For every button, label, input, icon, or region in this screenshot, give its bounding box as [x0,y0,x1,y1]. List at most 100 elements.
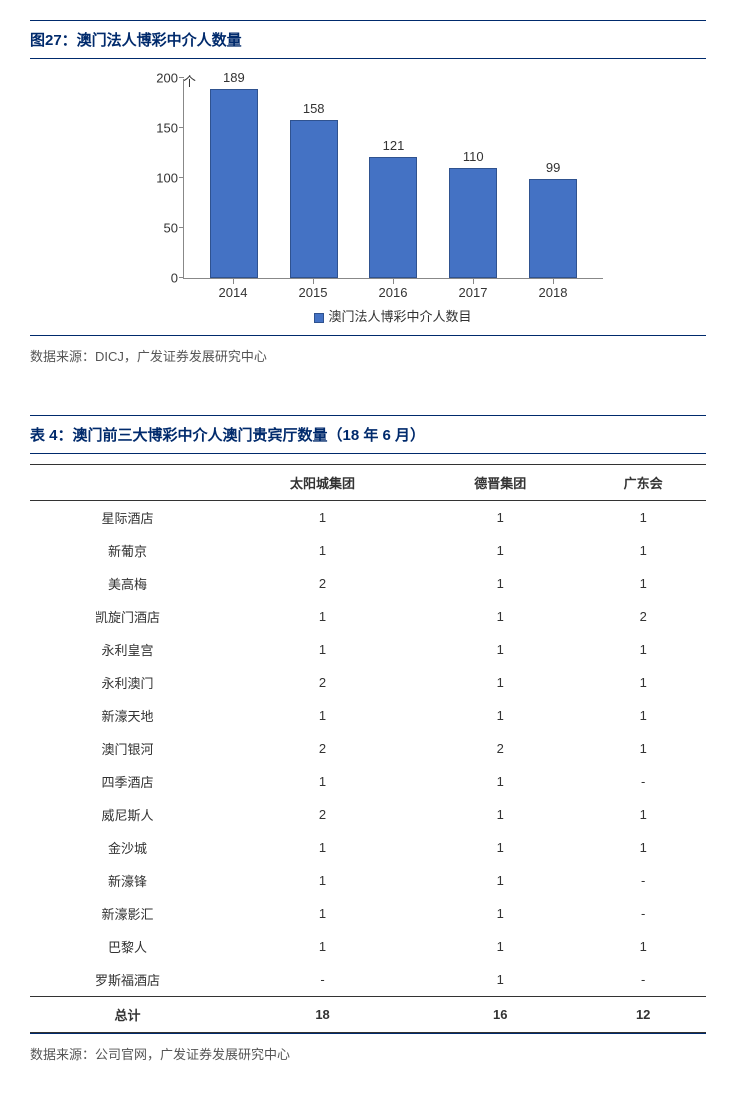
table-cell: 1 [580,930,706,963]
table-row: 新濠锋11- [30,864,706,897]
x-tick-mark [553,279,554,284]
table-cell: 永利澳门 [30,666,225,699]
table-cell: 巴黎人 [30,930,225,963]
table-cell: 1 [580,666,706,699]
table-cell: 1 [225,897,420,930]
y-tick-label: 150 [144,121,178,136]
table-cell: 金沙城 [30,831,225,864]
table-cell: - [225,963,420,997]
table-row: 凯旋门酒店112 [30,600,706,633]
figure-source: 数据来源：DICJ，广发证券发展研究中心 [30,335,706,365]
vip-room-table: 太阳城集团德晋集团广东会 星际酒店111新葡京111美高梅211凯旋门酒店112… [30,464,706,1033]
chart-legend: 澳门法人博彩中介人数目 [183,300,603,325]
table-cell: 1 [225,831,420,864]
bar-slot: 189 [194,89,274,278]
table-cell: 1 [420,897,580,930]
bar: 158 [290,120,338,278]
x-tick-label: 2015 [273,285,353,300]
bar: 110 [449,168,497,278]
bar-slot: 110 [433,168,513,278]
table-row: 新濠影汇11- [30,897,706,930]
y-tick-mark [179,77,184,78]
table-row: 永利皇宫111 [30,633,706,666]
table-header-cell: 太阳城集团 [225,465,420,501]
table-cell: 1 [225,699,420,732]
table-cell: 1 [420,765,580,798]
table-header-cell: 广东会 [580,465,706,501]
y-tick-mark [179,227,184,228]
table-footer-cell: 12 [580,997,706,1033]
table-row: 澳门银河221 [30,732,706,765]
y-tick-label: 200 [144,71,178,86]
x-tick-label: 2018 [513,285,593,300]
bar-slot: 158 [274,120,354,278]
table-cell: 1 [580,633,706,666]
table-cell: 美高梅 [30,567,225,600]
table-cell: 1 [580,831,706,864]
table-cell: 1 [420,600,580,633]
table-cell: 1 [420,567,580,600]
table-cell: 1 [420,864,580,897]
x-tick-label: 2016 [353,285,433,300]
table-footer-cell: 总计 [30,997,225,1033]
table-cell: - [580,765,706,798]
table-cell: 星际酒店 [30,501,225,535]
table-row: 罗斯福酒店-1- [30,963,706,997]
table-cell: 2 [225,567,420,600]
bar-slot: 121 [354,157,434,278]
bar: 189 [210,89,258,278]
table-cell: 澳门银河 [30,732,225,765]
table-cell: - [580,864,706,897]
table-footer-cell: 18 [225,997,420,1033]
bar-value-label: 158 [303,101,325,116]
table-row: 威尼斯人211 [30,798,706,831]
table-row: 新濠天地111 [30,699,706,732]
x-tick-mark [313,279,314,284]
table-body: 星际酒店111新葡京111美高梅211凯旋门酒店112永利皇宫111永利澳门21… [30,501,706,997]
table-cell: 1 [420,798,580,831]
table-cell: 1 [580,501,706,535]
table-cell: 1 [225,501,420,535]
table-cell: 1 [225,765,420,798]
table-cell: 1 [225,633,420,666]
x-tick-mark [393,279,394,284]
table-cell: 2 [420,732,580,765]
bar-slot: 99 [513,179,593,278]
table-row: 星际酒店111 [30,501,706,535]
table-cell: 2 [580,600,706,633]
table-row: 永利澳门211 [30,666,706,699]
x-tick-label: 2014 [193,285,273,300]
table-title: 表 4：澳门前三大博彩中介人澳门贵宾厅数量（18 年 6 月） [30,415,706,454]
bar-value-label: 110 [463,149,484,164]
x-tick-mark [473,279,474,284]
table-cell: 1 [580,534,706,567]
table-cell: 罗斯福酒店 [30,963,225,997]
table-cell: 1 [420,633,580,666]
table-row: 美高梅211 [30,567,706,600]
table-cell: 威尼斯人 [30,798,225,831]
table-cell: 1 [580,699,706,732]
table-cell: 1 [420,501,580,535]
table-cell: 新濠锋 [30,864,225,897]
table-cell: 1 [580,732,706,765]
bar: 99 [529,179,577,278]
x-tick-mark [233,279,234,284]
table-footer-cell: 16 [420,997,580,1033]
bar-chart: 个 18915812111099 050100150200 2014201520… [30,59,706,335]
table-cell: 1 [580,798,706,831]
table-cell: 1 [225,930,420,963]
table-cell: 2 [225,666,420,699]
table-cell: - [580,963,706,997]
x-tick-label: 2017 [433,285,513,300]
table-cell: 新葡京 [30,534,225,567]
table-cell: 1 [225,534,420,567]
y-tick-mark [179,177,184,178]
table-header-row: 太阳城集团德晋集团广东会 [30,465,706,501]
table-cell: 1 [420,666,580,699]
table-footer-row: 总计181612 [30,997,706,1033]
x-axis-labels: 20142015201620172018 [183,279,603,300]
legend-swatch [314,313,324,323]
table-header-cell: 德晋集团 [420,465,580,501]
table-cell: 1 [420,963,580,997]
legend-label: 澳门法人博彩中介人数目 [328,309,471,324]
